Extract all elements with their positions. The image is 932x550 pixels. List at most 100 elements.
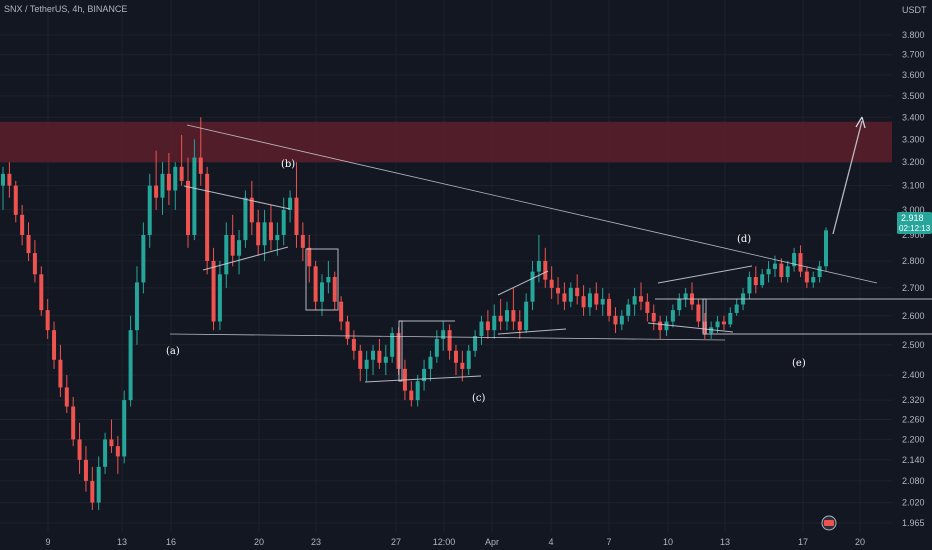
candle: [39, 266, 44, 316]
candle: [358, 344, 363, 382]
candle: [20, 204, 25, 246]
candle: [77, 422, 82, 474]
candle: [792, 247, 797, 272]
candle: [658, 315, 663, 339]
candle: [71, 396, 76, 447]
candle: [696, 298, 701, 328]
candle: [607, 293, 612, 322]
candle: [575, 274, 580, 305]
candle: [824, 227, 828, 272]
y-tick-label: 2.140: [902, 455, 925, 465]
candle: [466, 344, 471, 376]
y-tick-label: 3.700: [902, 50, 925, 60]
candle: [307, 234, 312, 283]
candle: [364, 350, 369, 382]
candle: [262, 209, 267, 261]
candle: [147, 173, 152, 248]
wave-label: (b): [281, 159, 295, 170]
candle: [670, 304, 675, 328]
candle: [619, 310, 624, 331]
candle: [166, 152, 171, 205]
channel-d2-top: [657, 265, 753, 284]
candle: [224, 222, 229, 288]
candle: [141, 222, 146, 294]
candle: [211, 247, 216, 331]
time-axis[interactable]: 9 13 16 20 23 27 12:00 Apr 4 7 10 13 17 20: [45, 537, 865, 547]
candle: [103, 432, 108, 474]
candle: [760, 268, 765, 288]
y-tick-label: 3.000: [902, 205, 925, 215]
y-tick-label: 2.800: [902, 256, 925, 266]
candle: [473, 330, 478, 357]
candle: [753, 266, 758, 294]
candle: [26, 222, 31, 261]
candle: [664, 315, 669, 336]
y-tick-label: 3.400: [902, 112, 925, 122]
candle: [1, 166, 5, 210]
candle: [511, 287, 516, 331]
candle: [371, 344, 376, 376]
x-tick-label: 13: [117, 537, 127, 547]
candle: [505, 301, 510, 331]
x-tick-label: 4: [548, 537, 553, 547]
candle: [626, 298, 631, 322]
price-axis[interactable]: 3.800 3.700 3.600 3.500 3.400 3.300 3.200 3.100…: [902, 30, 925, 528]
candle: [173, 162, 178, 210]
candle: [134, 266, 139, 345]
candle: [64, 375, 69, 413]
candle: [192, 139, 197, 241]
logo-icon[interactable]: [821, 515, 837, 531]
candle: [581, 285, 586, 316]
candle: [549, 266, 554, 299]
candle: [13, 180, 18, 223]
candle: [256, 209, 261, 256]
candle: [498, 298, 503, 331]
price-badge-countdown: 02:12:13: [899, 224, 931, 233]
x-tick-label: 9: [45, 537, 50, 547]
candle: [179, 134, 184, 186]
candle: [83, 446, 88, 492]
candle: [415, 375, 420, 407]
candle: [453, 344, 458, 376]
candle: [517, 310, 522, 339]
candle: [154, 150, 159, 210]
candle: [313, 260, 318, 311]
wave-label: (a): [166, 346, 180, 357]
candle: [160, 162, 165, 215]
y-tick-label: 3.500: [902, 91, 925, 101]
candle: [45, 298, 50, 339]
x-tick-label: 13: [720, 537, 730, 547]
price-badge-bg: [897, 212, 932, 234]
candle: [243, 190, 248, 248]
candle: [613, 307, 618, 334]
candle: [524, 293, 529, 334]
candle: [779, 258, 784, 283]
candle: [122, 390, 127, 464]
channel-c-bottom: [364, 375, 482, 383]
candle: [109, 419, 114, 453]
candle: [32, 240, 37, 283]
channel-b-top: [183, 185, 291, 210]
candle: [441, 321, 446, 351]
projection-arrow: [832, 120, 863, 235]
candle: [96, 456, 101, 510]
candle: [721, 315, 726, 331]
candle: [587, 287, 592, 316]
candle: [198, 117, 203, 186]
channel-b-bottom: [202, 246, 289, 271]
candle: [747, 271, 752, 299]
y-tick-label: 2.080: [902, 476, 925, 486]
x-tick-label: 16: [166, 537, 176, 547]
y-tick-label: 2.260: [902, 415, 925, 425]
candle: [651, 304, 656, 331]
consolidation-box-1: [305, 248, 339, 311]
wave-label: (c): [472, 393, 486, 404]
y-tick-label: 2.900: [902, 230, 925, 240]
candle: [115, 436, 120, 474]
wave-labels: (a) (b) (c) (d) (e): [166, 159, 806, 404]
candle: [785, 260, 790, 283]
candle: [186, 157, 191, 248]
